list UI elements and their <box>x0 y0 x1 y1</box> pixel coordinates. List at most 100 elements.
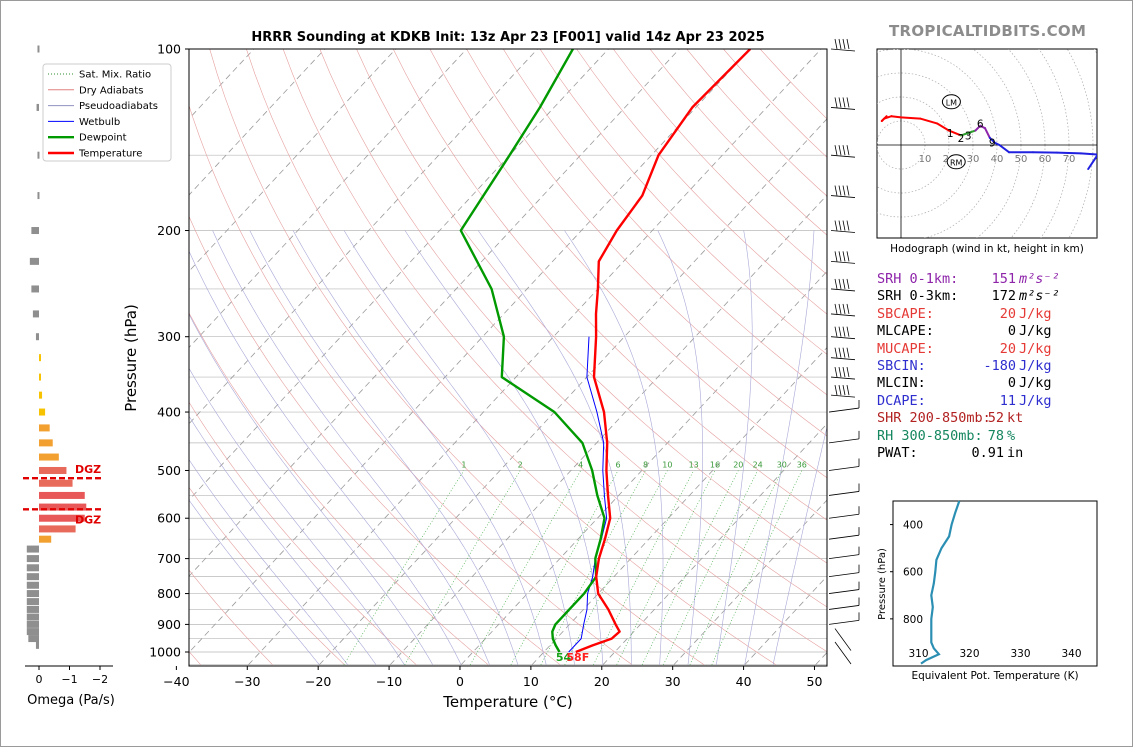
omega-bar <box>30 258 39 265</box>
index-unit: J/kg <box>1019 306 1052 323</box>
wind-barb-flag <box>843 304 845 314</box>
wind-barb-flag <box>839 279 841 289</box>
pseudoadiabat-line <box>745 231 814 665</box>
wind-barb-flag <box>839 39 841 49</box>
omega-bar <box>37 192 39 199</box>
wind-barb-flag <box>839 145 841 155</box>
wind-barb-flag <box>847 367 849 377</box>
wind-barb <box>831 231 855 233</box>
wind-barb-flag <box>839 385 841 395</box>
legend-label: Temperature <box>78 149 142 160</box>
wind-barb-flag <box>847 251 849 261</box>
wind-barb-flag <box>839 348 841 358</box>
hodograph-ring-label: 30 <box>967 154 980 165</box>
right-mover-marker-label: RM <box>950 158 963 167</box>
hodograph-height-label: 2 <box>958 133 965 145</box>
omega-bar <box>39 439 53 446</box>
hodograph-ring-label: 10 <box>919 154 932 165</box>
wind-barb <box>831 314 855 316</box>
dry-adiabat-line <box>320 49 920 665</box>
pressure-tick-label: 400 <box>157 405 181 420</box>
index-unit: J/kg <box>1019 323 1052 340</box>
pressure-tick-label: 200 <box>157 223 181 238</box>
index-label: PWAT: <box>877 445 918 462</box>
mixing-ratio-line <box>617 471 715 665</box>
omega-bar <box>31 285 39 292</box>
wind-barb <box>829 555 859 559</box>
mixing-ratio-label: 2 <box>518 460 523 469</box>
index-label: MLCIN: <box>877 375 926 392</box>
index-label: SRH 0-1km: <box>877 271 958 288</box>
index-label: SBCIN: <box>877 358 926 375</box>
wind-barb <box>831 261 855 263</box>
omega-bar <box>27 590 39 597</box>
x-tick-label: −40 <box>163 674 189 689</box>
x-tick-label: 50 <box>807 674 823 689</box>
wind-barb-flag <box>835 279 837 289</box>
skewt-y-axis-label: Pressure (hPa) <box>122 304 140 412</box>
wind-barb-flag <box>839 367 841 377</box>
omega-bar <box>36 333 39 340</box>
mixing-ratio-line <box>405 471 521 665</box>
pseudoadiabat-line <box>716 231 752 665</box>
dgz-label: DGZ <box>75 463 101 476</box>
x-tick-label: −30 <box>234 674 260 689</box>
mixing-ratio-line <box>642 471 738 665</box>
wind-barb-flag <box>843 39 845 49</box>
index-value: -180 <box>983 358 1016 375</box>
x-tick-label: 20 <box>594 674 610 689</box>
pseudoadiabat-line <box>658 231 703 665</box>
wind-barb <box>829 491 859 495</box>
omega-tick-label: −2 <box>92 673 108 686</box>
theta-e-x-tick-label: 330 <box>1010 648 1030 660</box>
wind-barb-flag <box>835 304 837 314</box>
theta-e-y-tick-label: 400 <box>903 520 923 532</box>
omega-bar <box>27 614 39 621</box>
wind-barb-flag <box>843 251 845 261</box>
omega-tick-label: 0 <box>36 673 43 686</box>
wind-barb-flag <box>843 385 845 395</box>
omega-bar <box>39 492 85 499</box>
mixing-ratio-line <box>470 471 580 665</box>
wind-barb-flag <box>843 186 845 196</box>
pressure-tick-label: 800 <box>157 586 181 601</box>
dewpoint-profile-line <box>461 49 605 652</box>
omega-bar <box>37 46 39 53</box>
wind-barb-flag <box>843 279 845 289</box>
mixing-ratio-label: 30 <box>777 460 787 469</box>
legend-label: Wetbulb <box>79 117 120 128</box>
pressure-tick-label: 600 <box>157 511 181 526</box>
index-unit: J/kg <box>1019 358 1052 375</box>
index-unit: m²s⁻² <box>1019 271 1060 288</box>
omega-bar <box>39 354 41 361</box>
index-unit: J/kg <box>1019 341 1052 358</box>
wind-barb <box>831 107 855 109</box>
legend-label: Dewpoint <box>79 133 127 144</box>
legend-label: Sat. Mix. Ratio <box>79 70 151 81</box>
omega-bar <box>27 546 39 553</box>
legend-label: Dry Adiabats <box>79 85 143 96</box>
index-unit: in <box>1007 445 1023 462</box>
wind-barb-flag <box>835 367 837 377</box>
wind-barb <box>829 620 859 624</box>
wind-barb-flag <box>847 348 849 358</box>
hodograph-trace-segment <box>891 116 901 117</box>
index-unit: % <box>1007 428 1015 445</box>
mixing-ratio-label: 13 <box>689 460 699 469</box>
index-value: 52 <box>988 410 1004 427</box>
omega-bar <box>33 310 39 317</box>
hodograph-ring-label: 70 <box>1063 154 1076 165</box>
isotherm-line <box>1 49 41 665</box>
hodograph-caption: Hodograph (wind in kt, height in km) <box>890 243 1084 255</box>
omega-bar <box>27 564 39 571</box>
wind-barb <box>829 466 859 470</box>
wind-barb-flag <box>847 279 849 289</box>
pressure-tick-label: 700 <box>157 551 181 566</box>
